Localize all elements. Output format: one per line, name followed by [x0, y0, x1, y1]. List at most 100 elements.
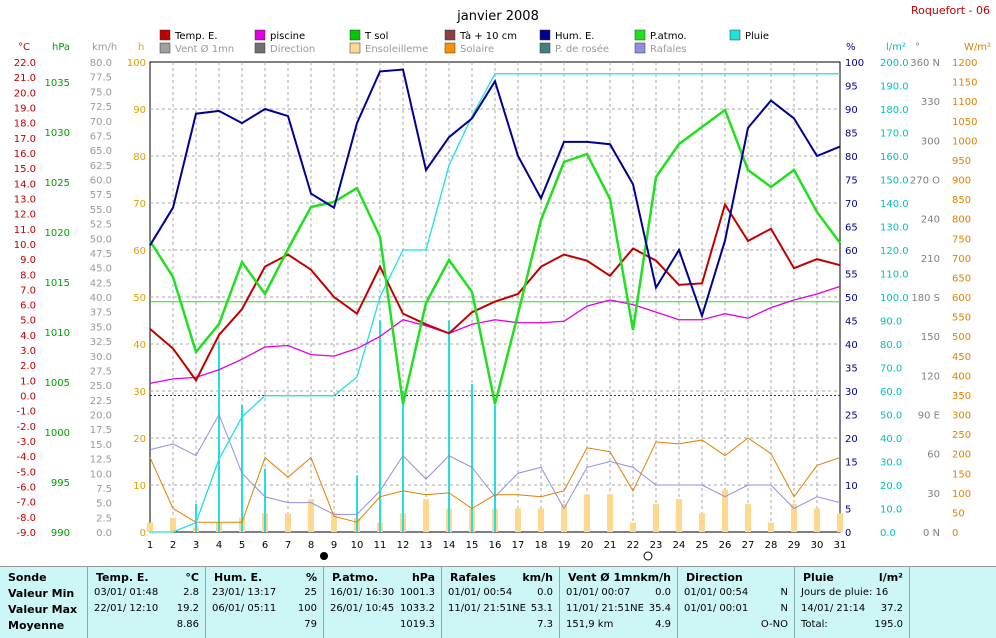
stats-time: 151,9 km [566, 619, 614, 630]
tick-direction: 90 E [918, 411, 940, 422]
tick-sun: 10 [133, 481, 146, 492]
station-name: Roquefort - 06 [911, 4, 990, 17]
plot-area [147, 68, 843, 533]
tick-x: 24 [673, 540, 686, 551]
tick-x: 10 [351, 540, 364, 551]
tick-sun: 20 [133, 434, 146, 445]
legend-swatch-temp-e [159, 29, 171, 41]
stats-time: 06/01/ 05:11 [212, 603, 277, 614]
stats-time: 11/01/ 21:51NE [566, 603, 644, 614]
tick-solar: 500 [952, 332, 971, 343]
stats-header: Pluie [803, 571, 834, 584]
tick-humidity: 30 [845, 387, 858, 398]
tick-direction: 150 [921, 332, 940, 343]
tick-temp: -3.0 [16, 437, 36, 448]
tick-humidity: 35 [845, 364, 858, 375]
tick-rain: 90.0 [880, 317, 902, 328]
tick-temp: 7.0 [20, 285, 36, 296]
tick-humidity: 70 [845, 199, 858, 210]
tick-pressure: 995 [51, 478, 70, 489]
tick-direction: 120 [921, 371, 940, 382]
tick-sun: 40 [133, 340, 146, 351]
stats-time: 26/01/ 10:45 [330, 603, 395, 614]
axis-unit-solar: W/m² [964, 42, 991, 53]
tick-temp: 4.0 [20, 331, 36, 342]
axes: 22.021.020.019.018.017.016.015.014.013.0… [14, 58, 977, 561]
stats-row-label: Moyenne [8, 619, 65, 632]
legend-label-p-atmo: P.atmo. [650, 31, 687, 42]
bar-sunshine [308, 499, 314, 532]
tick-temp: 16.0 [14, 149, 36, 160]
tick-x: 8 [308, 540, 314, 551]
tick-direction: 330 [921, 97, 940, 108]
tick-solar: 300 [952, 411, 971, 422]
axis-unit-direction: ° [915, 42, 920, 53]
bar-sunshine [699, 513, 705, 532]
tick-humidity: 20 [845, 434, 858, 445]
stats-time: 01/01/ 00:54 [684, 587, 749, 598]
bar-sunshine [722, 489, 728, 532]
tick-humidity: 95 [845, 82, 858, 93]
tick-direction: 360 N [910, 58, 940, 69]
tick-direction: 60 [927, 450, 940, 461]
tick-x: 23 [650, 540, 663, 551]
stats-time: 22/01/ 12:10 [94, 603, 159, 614]
stats-value: 0.0 [655, 587, 671, 598]
tick-wind: 60.0 [90, 176, 112, 187]
tick-wind: 55.0 [90, 205, 112, 216]
bar-sunshine [630, 522, 636, 532]
series-rafales [149, 413, 841, 515]
stats-col-rafales: Rafales km/h 01/01/ 00:54 0.0 11/01/ 21:51NE… [442, 567, 560, 638]
tick-solar: 1200 [952, 58, 977, 69]
tick-wind: 0.0 [96, 528, 112, 539]
stats-value: O-NO [760, 619, 788, 630]
tick-rain: 40.0 [880, 434, 902, 445]
legend-label-direction: Direction [270, 44, 315, 55]
stats-value: 100 [297, 603, 317, 614]
stats-time: 01/01/ 00:54 [448, 587, 513, 598]
tick-solar: 750 [952, 234, 971, 245]
tick-sun: 0 [140, 528, 146, 539]
tick-solar: 50 [952, 508, 965, 519]
tick-solar: 1100 [952, 97, 977, 108]
tick-direction: 240 [921, 215, 940, 226]
stats-col-pluie: Pluie l/m² Jours de pluie: 16 14/01/ 21:14 3… [795, 567, 910, 638]
stats-time: Jours de pluie: 16 [801, 587, 889, 598]
legend-swatch-rafales [634, 42, 646, 54]
tick-temp: -4.0 [16, 452, 36, 463]
tick-solar: 1150 [952, 78, 977, 89]
series-temp-e [149, 202, 841, 383]
tick-rain: 50.0 [880, 411, 902, 422]
tick-temp: -8.0 [16, 513, 36, 524]
tick-x: 15 [466, 540, 479, 551]
stats-value: 1001.3 [400, 587, 435, 598]
tick-temp: -1.0 [16, 407, 36, 418]
axis-unit-sun: h [138, 42, 144, 53]
tick-wind: 27.5 [90, 366, 112, 377]
bar-sunshine [285, 513, 291, 532]
stats-col-hum-e: Hum. E.% 23/01/ 13:17 25 06/01/ 05:11 100 79 [206, 567, 324, 638]
tick-sun: 90 [133, 105, 146, 116]
stats-col-p-atmo: P.atmo. hPa 16/01/ 16:30 1001.3 26/01/ 10:45… [324, 567, 442, 638]
axis-unit-rain: l/m² [886, 42, 906, 53]
stats-col-vent-1mn: Vent Ø 1mn km/h 01/01/ 00:07 0.0 11/01/ 21:5… [560, 567, 678, 638]
tick-x: 28 [765, 540, 778, 551]
tick-solar: 450 [952, 352, 971, 363]
legend-swatch-piscine [254, 29, 266, 41]
bar-sunshine [814, 508, 820, 532]
legend-swatch-solaire [444, 42, 456, 54]
stats-unit: km/h [640, 571, 671, 584]
tick-humidity: 55 [845, 270, 858, 281]
tick-x: 1 [147, 540, 153, 551]
stats-unit: °C [185, 571, 199, 584]
stats-value: 4.9 [655, 619, 671, 630]
tick-x: 25 [696, 540, 709, 551]
tick-humidity: 45 [845, 317, 858, 328]
tick-humidity: 90 [845, 105, 858, 116]
tick-humidity: 15 [845, 458, 858, 469]
tick-wind: 20.0 [90, 411, 112, 422]
legend-label-vent-1mn: Vent Ø 1mn [175, 43, 234, 55]
tick-wind: 62.5 [90, 161, 112, 172]
tick-solar: 650 [952, 273, 971, 284]
stats-time: 14/01/ 21:14 [801, 603, 866, 614]
